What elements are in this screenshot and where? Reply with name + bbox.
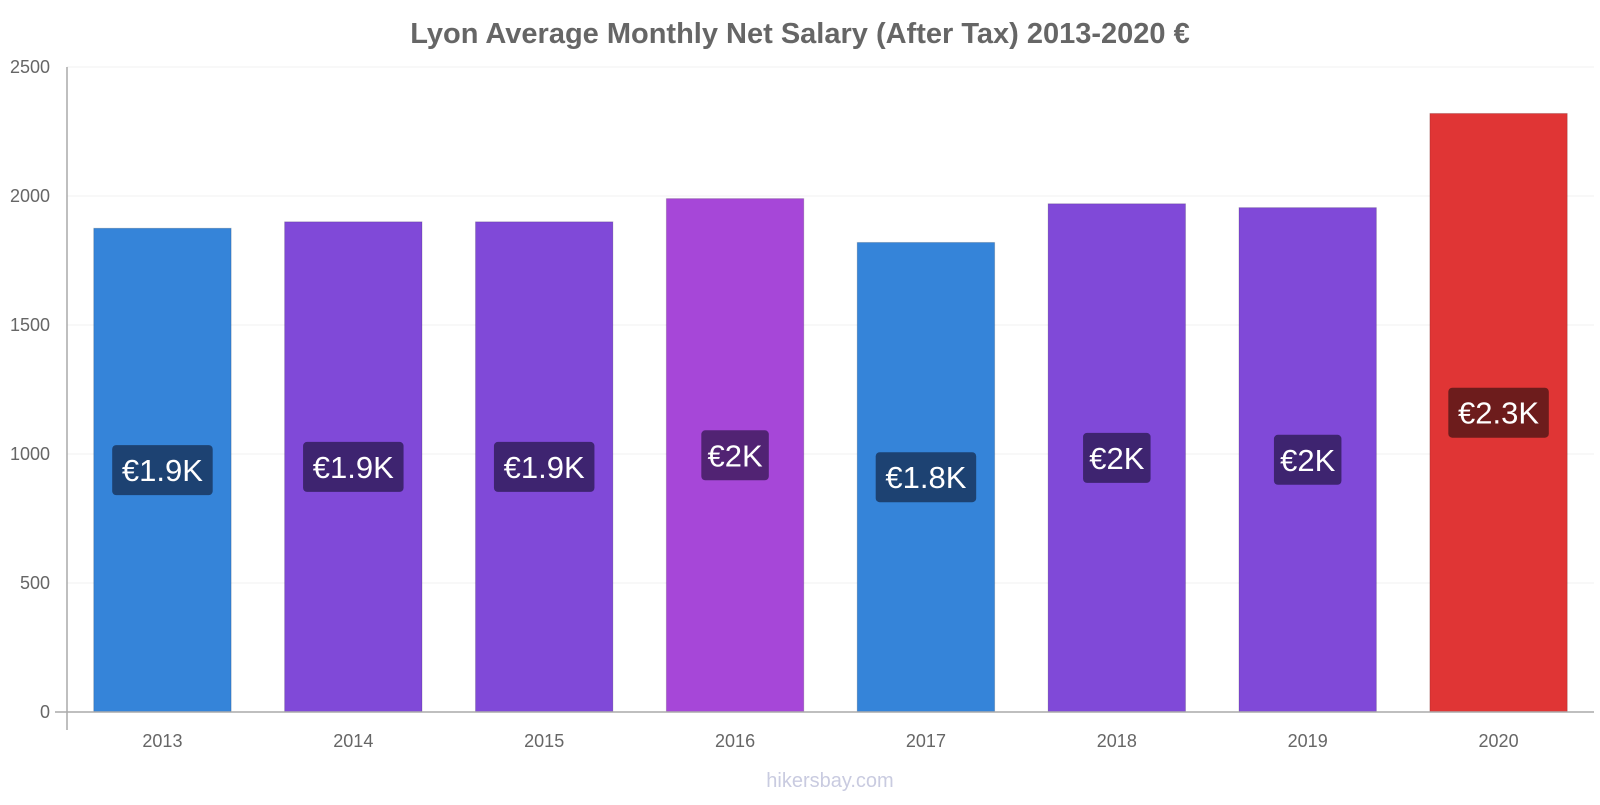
data-label: €2K <box>1280 443 1335 478</box>
x-tick-label: 2019 <box>1288 731 1328 751</box>
data-label-box <box>875 452 977 503</box>
data-label-box <box>303 441 404 492</box>
y-axis-ticks: 0 500 1000 1500 2000 2500 <box>10 57 50 722</box>
y-tick-label: 0 <box>40 702 50 722</box>
data-label-box <box>1083 432 1151 483</box>
y-tick-label: 2500 <box>10 57 50 77</box>
x-tick-label: 2016 <box>715 731 755 751</box>
y-tick-label: 1000 <box>10 444 50 464</box>
chart-title: Lyon Average Monthly Net Salary (After T… <box>410 18 1190 50</box>
x-tick-label: 2015 <box>524 731 564 751</box>
data-label: €1.8K <box>885 460 966 495</box>
data-label-box <box>493 441 595 492</box>
data-label: €2.3K <box>1458 396 1539 431</box>
data-label-box <box>701 430 769 481</box>
data-label: €2K <box>707 438 762 473</box>
data-label: €1.9K <box>313 450 394 485</box>
x-tick-label: 2017 <box>906 731 946 751</box>
x-axis-ticks: 2013 2014 2015 2016 2017 2018 2019 2020 <box>142 731 1518 751</box>
data-label-box <box>1448 387 1549 438</box>
bars <box>93 112 1568 713</box>
data-label: €1.9K <box>122 453 203 488</box>
x-tick-label: 2014 <box>333 731 373 751</box>
x-tick-label: 2020 <box>1479 731 1519 751</box>
x-tick-label: 2013 <box>142 731 182 751</box>
axes <box>55 67 1594 730</box>
data-label-box <box>112 445 213 496</box>
data-label-box <box>1273 434 1342 485</box>
y-tick-label: 2000 <box>10 186 50 206</box>
data-labels: €1.9K €1.9K €1.9K €2K €1.8K €2K €2K €2.3K <box>112 387 1549 503</box>
y-tick-label: 1500 <box>10 315 50 335</box>
watermark: hikersbay.com <box>766 770 893 792</box>
x-tick-label: 2018 <box>1097 731 1137 751</box>
data-label: €2K <box>1089 441 1144 476</box>
y-tick-label: 500 <box>20 573 50 593</box>
data-label: €1.9K <box>504 450 585 485</box>
